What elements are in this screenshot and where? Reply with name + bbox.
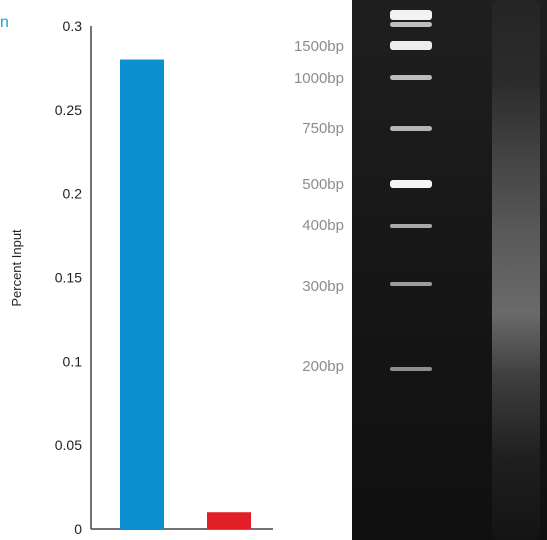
ladder-label: 200bp [302,358,344,375]
y-tick-label: 0.2 [63,186,83,202]
y-tick-label: 0.05 [55,437,82,453]
ladder-band [390,10,432,20]
cropped-title-fragment: n [0,14,9,31]
ladder-band [390,22,432,27]
ladder-label: 1000bp [293,70,344,87]
ladder-band [390,75,432,80]
y-tick-label: 0.1 [63,353,83,369]
bar-chart: Percent Input 0 0.05 0.1 0.15 0.2 0.25 0.3 [9,18,273,537]
ladder-band [390,180,432,188]
ladder-band [390,282,432,286]
ladder-band [390,367,432,371]
bar [207,512,251,529]
ladder-label: 1500bp [293,38,344,55]
bar [120,59,164,530]
ladder-label: 400bp [302,217,344,234]
y-tick-label: 0.3 [63,18,83,34]
ladder-label: 300bp [302,278,344,295]
ladder-band [390,224,432,228]
y-tick-label: 0 [74,521,82,537]
y-tick-label: 0.15 [55,270,82,286]
sample-lane-smear [492,0,540,540]
y-tick-label: 0.25 [55,102,82,118]
ladder-band [390,126,432,131]
gel-image [352,0,547,540]
ladder-label: 750bp [302,120,344,137]
ladder-band [390,41,432,50]
y-axis-label: Percent Input [9,229,24,307]
ladder-label: 500bp [302,176,344,193]
